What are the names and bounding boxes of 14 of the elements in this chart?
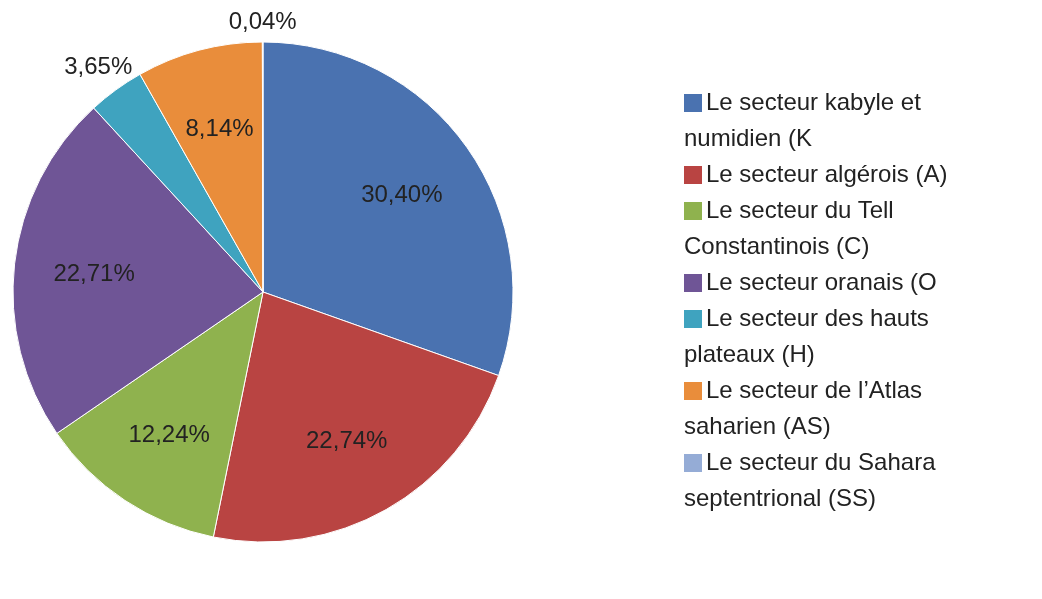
data-label: 12,24% [128, 420, 210, 448]
data-label: 22,71% [53, 259, 135, 287]
legend-label: Le secteur du Tell Constantinois (C) [684, 195, 894, 259]
legend-label: Le secteur algérois (A) [706, 159, 948, 187]
legend-label: Le secteur kabyle et numidien (K [684, 87, 921, 151]
data-label: 22,74% [306, 426, 388, 454]
data-label: 0,04% [228, 6, 297, 34]
legend-label: Le secteur des hauts plateaux (H) [684, 303, 929, 367]
data-label: 8,14% [185, 114, 254, 142]
legend-label: Le secteur du Sahara septentrional (SS) [684, 447, 936, 511]
legend-label: Le secteur oranais (O [706, 267, 937, 295]
data-label: 30,40% [361, 180, 443, 208]
legend-label: Le secteur de l’Atlas saharien (AS) [684, 375, 923, 439]
data-label: 3,65% [64, 52, 133, 80]
